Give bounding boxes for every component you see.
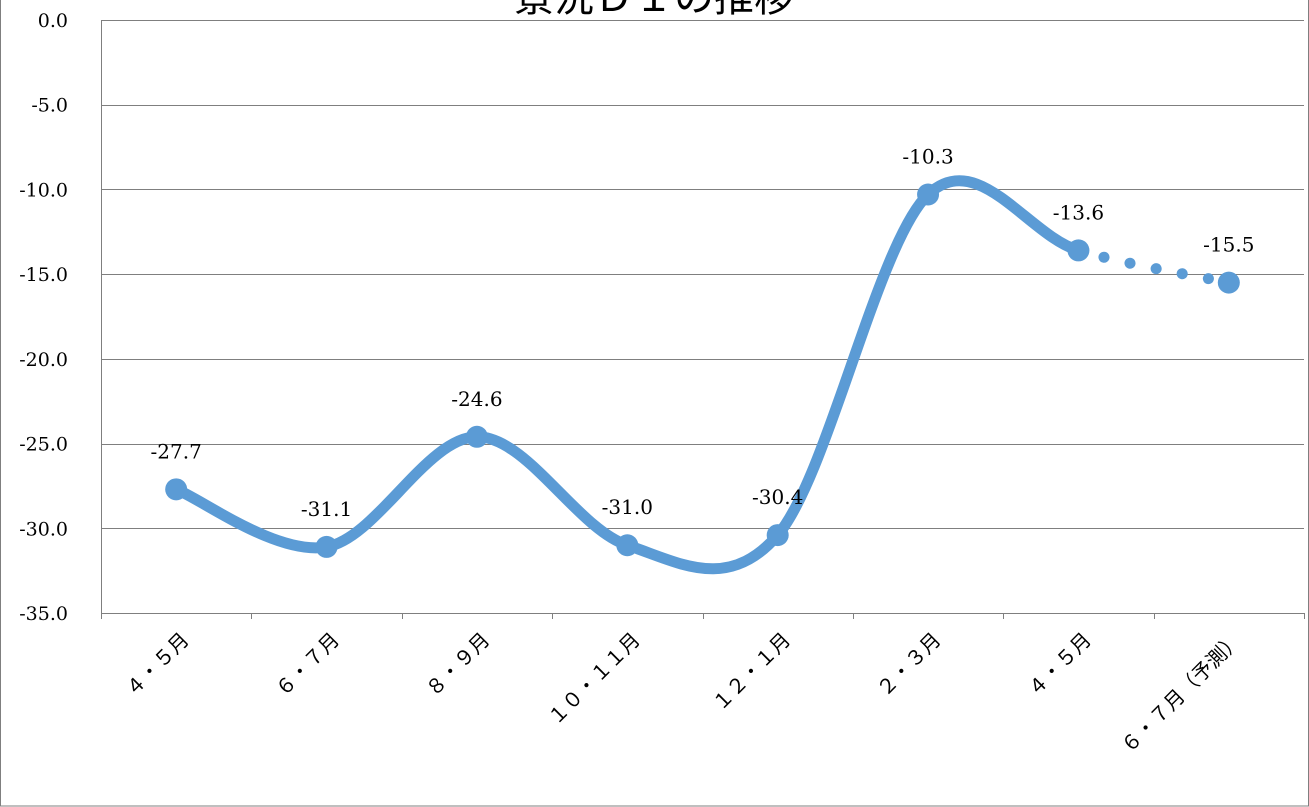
y-tick-label: -20.0 — [19, 349, 68, 371]
y-tick-label: 0.0 — [38, 10, 68, 32]
axes — [101, 20, 1305, 619]
x-tick-label: ４・５月 — [1022, 628, 1096, 702]
x-tick-label: ６・７月 — [271, 628, 345, 702]
data-point-marker — [766, 524, 789, 547]
data-markers — [165, 183, 1240, 558]
y-tick-label: -15.0 — [19, 264, 68, 286]
y-tick-label: -30.0 — [19, 518, 68, 540]
gridlines — [101, 20, 1304, 614]
x-tick-label: ４・５月 — [120, 628, 194, 702]
data-point-marker — [465, 425, 488, 448]
x-tick-label: ８・９月 — [421, 628, 495, 702]
y-tick-label: -35.0 — [19, 603, 68, 625]
data-label: -31.1 — [301, 497, 352, 521]
data-label: -13.6 — [1053, 200, 1104, 224]
data-label: -27.7 — [151, 439, 202, 463]
data-point-marker — [1067, 239, 1090, 262]
x-tick-label: ２・３月 — [872, 628, 946, 702]
x-tick-label: ６・７月（予測） — [1116, 628, 1246, 758]
y-tick-label: -10.0 — [19, 179, 68, 201]
data-label: -24.6 — [451, 387, 502, 411]
y-tick-label: -5.0 — [31, 95, 68, 117]
data-label: -10.3 — [902, 145, 953, 169]
data-point-marker — [315, 535, 338, 558]
data-point-marker — [1217, 271, 1240, 294]
data-label: -30.4 — [752, 485, 803, 509]
chart-title: 景況ＤＩの推移 — [514, 0, 794, 21]
y-tick-label: -25.0 — [19, 434, 68, 456]
data-point-marker — [165, 478, 188, 501]
data-point-marker — [616, 534, 639, 557]
x-axis-tick-labels: ４・５月 ６・７月 ８・９月 １０・１１月 １２・１月 ２・３月 ４・５月 ６・７月（予測） — [120, 628, 1246, 758]
y-axis-tick-labels: 0.0 -5.0 -10.0 -15.0 -20.0 -25.0 -30.0 -35.0 — [19, 10, 68, 625]
data-label: -31.0 — [602, 495, 653, 519]
data-point-marker — [917, 183, 940, 206]
data-label: -15.5 — [1203, 233, 1254, 257]
x-tick-label: １０・１１月 — [543, 628, 645, 730]
x-tick-label: １２・１月 — [708, 628, 796, 716]
data-labels: -27.7 -31.1 -24.6 -31.0 -30.4 -10.3 -13.6 -15.5 — [151, 145, 1255, 521]
